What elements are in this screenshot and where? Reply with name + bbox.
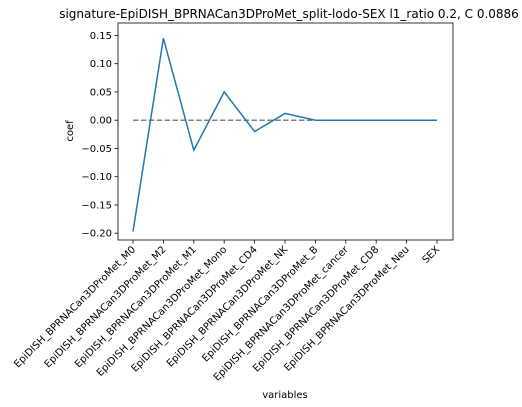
y-axis-label: coef	[65, 120, 76, 142]
y-tick-label: 0.10	[90, 59, 112, 70]
y-tick-label: 0.05	[90, 87, 112, 98]
y-tick-label: 0.00	[90, 116, 112, 127]
y-axis: −0.20 −0.15 −0.10 −0.05 0.00 0.05 0.10 0.15	[81, 31, 118, 240]
plot-frame	[117, 22, 454, 241]
y-tick-label: −0.10	[81, 172, 112, 183]
y-tick-label: −0.05	[81, 144, 112, 155]
chart-title: signature-EpiDISH_BPRNACan3DProMet_split…	[59, 7, 519, 21]
x-axis-label: variables	[262, 390, 308, 401]
series-line	[132, 38, 437, 232]
y-tick-label: −0.20	[81, 229, 112, 240]
y-tick-label: 0.15	[90, 31, 112, 42]
y-tick-label: −0.15	[81, 200, 112, 211]
